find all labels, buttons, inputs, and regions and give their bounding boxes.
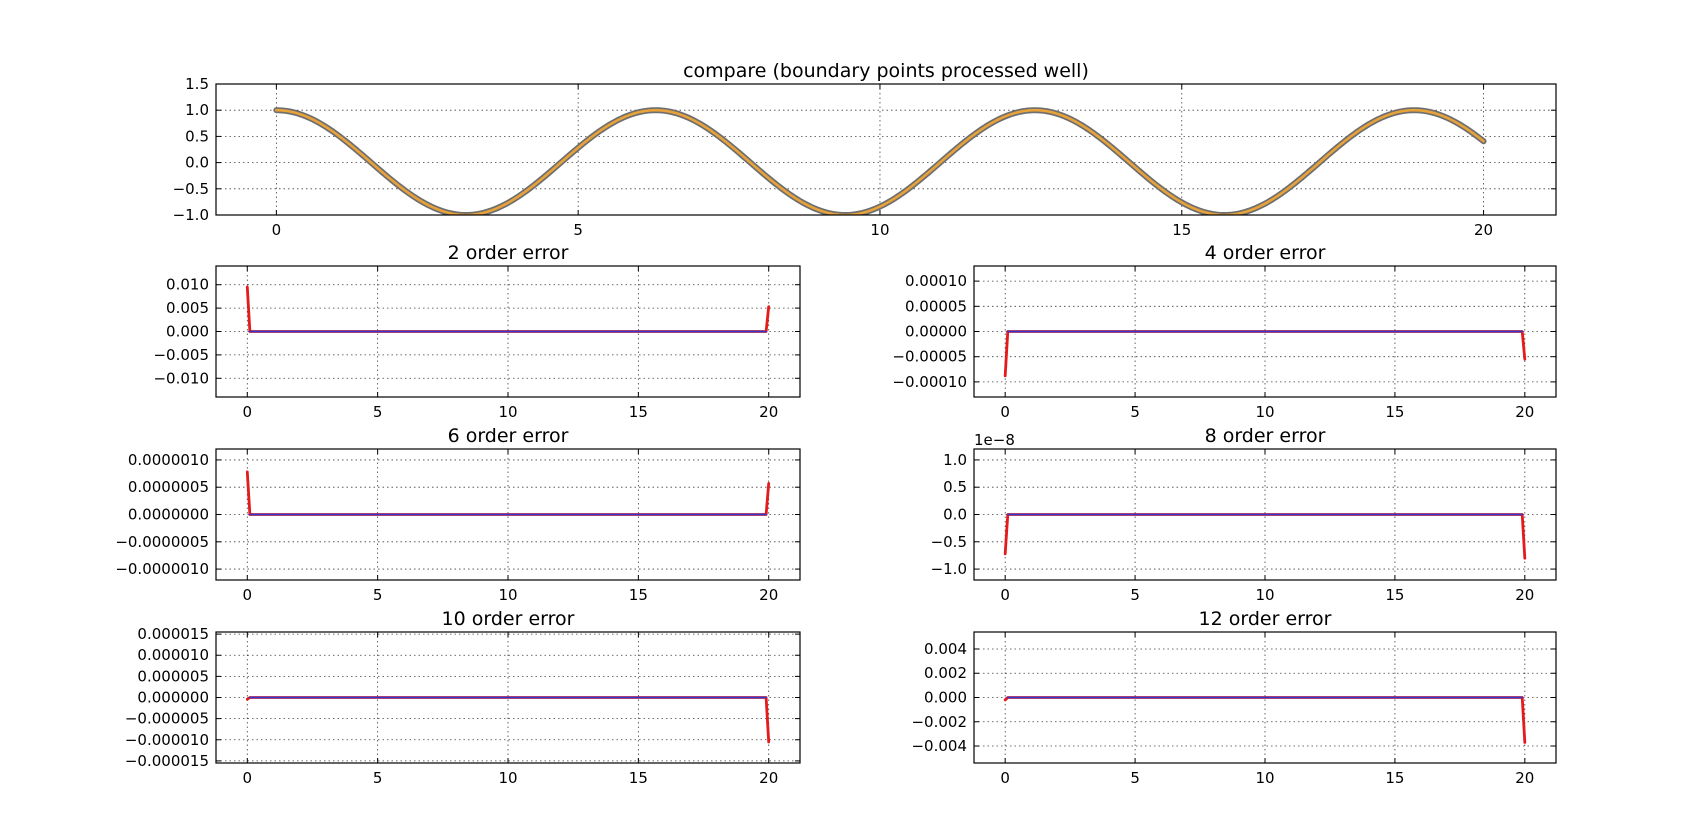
plot-area bbox=[273, 107, 1487, 215]
subplot-0: 0 5 10 15 20 −1.0 −0.5 0.0 0.5 1.0 1.5 compare (bou… bbox=[173, 60, 1557, 239]
x-tick-label: 10 bbox=[498, 586, 517, 604]
y-tick-label: −0.5 bbox=[931, 533, 967, 551]
x-tick-label: 0 bbox=[243, 769, 253, 787]
subplot-title: 8 order error bbox=[1205, 425, 1326, 447]
y-tick-label: −0.004 bbox=[911, 737, 967, 755]
y-tick-label: 0.00010 bbox=[905, 272, 967, 290]
y-tick-label: −0.00005 bbox=[892, 348, 967, 366]
y-tick-label: −0.000010 bbox=[125, 731, 209, 749]
x-tick-label: 15 bbox=[1385, 769, 1404, 787]
x-tick-label: 5 bbox=[573, 221, 583, 239]
y-tick-label: −0.0000005 bbox=[115, 533, 209, 551]
subplot-title: 4 order error bbox=[1205, 242, 1326, 264]
y-tick-label: 0.5 bbox=[185, 127, 209, 145]
y-tick-label: 0.00005 bbox=[905, 297, 967, 315]
y-tick-label: 0.002 bbox=[924, 664, 967, 682]
x-tick-label: 10 bbox=[1255, 769, 1274, 787]
y-tick-label: 0.0 bbox=[185, 154, 209, 172]
subplot-title: 12 order error bbox=[1199, 608, 1332, 630]
subplot-title: 10 order error bbox=[442, 608, 575, 630]
subplot-6: 0 5 10 15 20 −0.004 −0.002 0.000 0.002 0.004 12 or… bbox=[911, 608, 1557, 787]
x-tick-label: 10 bbox=[498, 403, 517, 421]
x-tick-label: 5 bbox=[1130, 769, 1140, 787]
y-tick-label: 0.004 bbox=[924, 640, 967, 658]
x-tick-label: 10 bbox=[1255, 586, 1274, 604]
subplot-3: 0 5 10 15 20 −0.0000010 −0.0000005 0.0000000 0.0… bbox=[115, 425, 801, 604]
y-tick-label: −1.0 bbox=[931, 560, 967, 578]
plot-area bbox=[245, 696, 771, 744]
x-tick-label: 20 bbox=[1515, 586, 1534, 604]
plot-area bbox=[245, 470, 771, 516]
y-tick-label: 0.000 bbox=[924, 689, 967, 707]
x-tick-label: 5 bbox=[373, 586, 383, 604]
x-tick-label: 5 bbox=[1130, 586, 1140, 604]
plot-area bbox=[1003, 330, 1527, 378]
y-tick-label: −0.010 bbox=[153, 369, 209, 387]
x-tick-label: 15 bbox=[1385, 403, 1404, 421]
y-tick-label: 1.0 bbox=[943, 451, 967, 469]
y-tick-label: 0.010 bbox=[166, 276, 209, 294]
x-tick-label: 5 bbox=[373, 769, 383, 787]
subplot-title: compare (boundary points processed well) bbox=[683, 60, 1089, 82]
y-tick-label: −0.002 bbox=[911, 713, 967, 731]
y-tick-label: −0.000005 bbox=[125, 710, 209, 728]
x-tick-label: 0 bbox=[243, 586, 253, 604]
y-tick-label: −0.5 bbox=[173, 180, 209, 198]
series-line-1 bbox=[275, 108, 1485, 215]
x-tick-label: 10 bbox=[498, 769, 517, 787]
y-tick-label: −0.000015 bbox=[125, 752, 209, 770]
x-tick-label: 20 bbox=[759, 586, 778, 604]
x-tick-label: 5 bbox=[373, 403, 383, 421]
x-tick-label: 15 bbox=[629, 403, 648, 421]
y-offset-label: 1e−8 bbox=[974, 431, 1015, 449]
subplot-2: 0 5 10 15 20 −0.00010 −0.00005 0.00000 0.00005 0.… bbox=[892, 242, 1557, 421]
subplot-5: 0 5 10 15 20 −0.000015 −0.000010 −0.000005 0.000… bbox=[125, 608, 801, 787]
y-tick-label: 0.00000 bbox=[905, 323, 967, 341]
y-tick-label: 0.000000 bbox=[137, 689, 209, 707]
x-tick-label: 10 bbox=[1255, 403, 1274, 421]
x-tick-label: 0 bbox=[1000, 586, 1010, 604]
subplot-1: 0 5 10 15 20 −0.010 −0.005 0.000 0.005 0.010 2 ord… bbox=[153, 242, 801, 421]
y-tick-label: −1.0 bbox=[173, 206, 209, 224]
x-tick-label: 5 bbox=[1130, 403, 1140, 421]
subplot-title: 2 order error bbox=[448, 242, 569, 264]
plot-area bbox=[1003, 513, 1527, 560]
y-tick-label: −0.005 bbox=[153, 346, 209, 364]
x-tick-label: 0 bbox=[1000, 769, 1010, 787]
x-tick-label: 0 bbox=[1000, 403, 1010, 421]
subplot-4: 0 5 10 15 20 −1.0 −0.5 0.0 0.5 1.0 8 order error 1e… bbox=[931, 425, 1557, 604]
y-tick-label: 0.0 bbox=[943, 506, 967, 524]
y-tick-label: −0.0000010 bbox=[115, 560, 209, 578]
x-tick-label: 20 bbox=[1515, 403, 1534, 421]
y-tick-label: 1.5 bbox=[185, 75, 209, 93]
y-tick-label: 0.000 bbox=[166, 323, 209, 341]
y-tick-label: 0.000010 bbox=[137, 646, 209, 664]
plot-area bbox=[1003, 696, 1527, 744]
x-tick-label: 15 bbox=[1172, 221, 1191, 239]
y-tick-label: 0.000005 bbox=[137, 667, 209, 685]
x-tick-label: 10 bbox=[870, 221, 889, 239]
x-tick-label: 0 bbox=[243, 403, 253, 421]
y-tick-label: 0.5 bbox=[943, 478, 967, 496]
subplot-title: 6 order error bbox=[448, 425, 569, 447]
plot-area bbox=[245, 285, 771, 333]
x-tick-label: 20 bbox=[1474, 221, 1493, 239]
y-tick-label: 0.0000000 bbox=[128, 506, 209, 524]
y-tick-label: 0.0000005 bbox=[128, 478, 209, 496]
axes-frame bbox=[215, 83, 1557, 216]
y-tick-label: −0.00010 bbox=[892, 373, 967, 391]
x-tick-label: 20 bbox=[1515, 769, 1534, 787]
y-tick-label: 0.000015 bbox=[137, 625, 209, 643]
x-tick-label: 20 bbox=[759, 769, 778, 787]
y-tick-label: 0.0000010 bbox=[128, 451, 209, 469]
y-tick-label: 1.0 bbox=[185, 101, 209, 119]
x-tick-label: 15 bbox=[629, 586, 648, 604]
x-tick-label: 0 bbox=[272, 221, 282, 239]
x-tick-label: 15 bbox=[629, 769, 648, 787]
y-tick-label: 0.005 bbox=[166, 299, 209, 317]
x-tick-label: 20 bbox=[759, 403, 778, 421]
x-tick-label: 15 bbox=[1385, 586, 1404, 604]
